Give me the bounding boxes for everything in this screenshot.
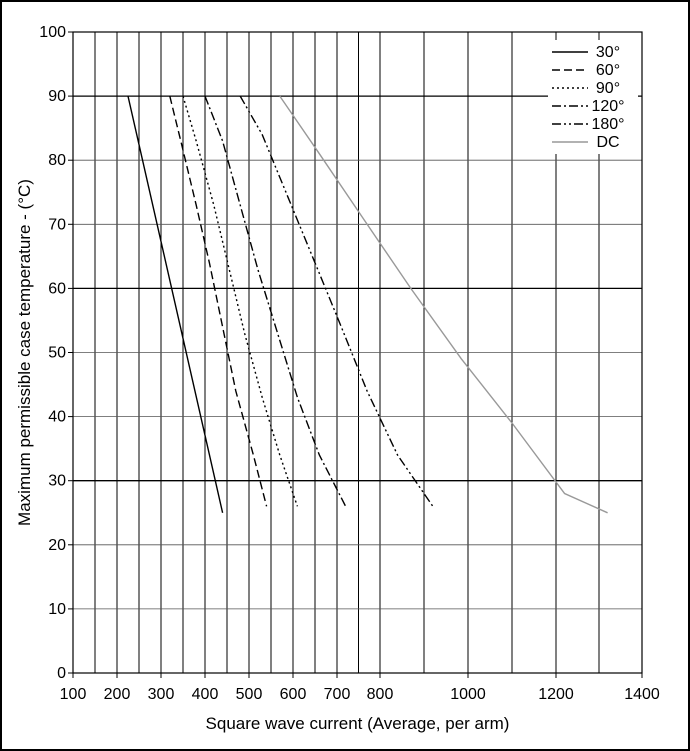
y-tick-label: 50 bbox=[48, 345, 66, 362]
y-tick-label: 40 bbox=[48, 409, 66, 426]
series-line-dc bbox=[279, 95, 608, 514]
y-tick-label: 10 bbox=[48, 601, 66, 618]
x-tick-label: 800 bbox=[367, 686, 394, 703]
x-axis-label: Square wave current (Average, per arm) bbox=[206, 714, 510, 733]
y-tick-label: 30 bbox=[48, 473, 66, 490]
legend-label: DC bbox=[596, 134, 619, 151]
legend-label: 120° bbox=[591, 98, 624, 115]
x-tick-label: 1200 bbox=[538, 686, 574, 703]
x-tick-label: 500 bbox=[236, 686, 263, 703]
x-tick-label: 400 bbox=[192, 686, 219, 703]
legend-label: 30° bbox=[596, 44, 620, 61]
y-tick-label: 60 bbox=[48, 280, 66, 297]
x-tick-label: 700 bbox=[324, 686, 351, 703]
series-line-30deg bbox=[127, 95, 224, 513]
legend-background bbox=[548, 40, 638, 154]
legend-label: 90° bbox=[596, 80, 620, 97]
series-lines bbox=[127, 95, 608, 514]
series-line-180deg bbox=[239, 95, 434, 507]
series-line-60deg bbox=[169, 95, 268, 507]
legend-label: 60° bbox=[596, 62, 620, 79]
x-tick-label: 1400 bbox=[624, 686, 660, 703]
y-tick-label: 70 bbox=[48, 216, 66, 233]
y-axis-label: Maximum permissible case temperature - (… bbox=[15, 179, 34, 526]
y-tick-label: 20 bbox=[48, 537, 66, 554]
x-tick-label: 300 bbox=[148, 686, 175, 703]
series-line-90deg bbox=[182, 95, 299, 507]
legend: 30°60°90°120°180°DC bbox=[548, 40, 638, 154]
x-tick-label: 1000 bbox=[450, 686, 486, 703]
y-tick-label: 90 bbox=[48, 88, 66, 105]
legend-label: 180° bbox=[591, 116, 624, 133]
x-tick-label: 200 bbox=[104, 686, 131, 703]
x-tick-label: 100 bbox=[60, 686, 87, 703]
y-tick-label: 80 bbox=[48, 152, 66, 169]
series-line-120deg bbox=[204, 95, 347, 507]
y-tick-label: 100 bbox=[39, 24, 66, 41]
x-tick-label: 600 bbox=[280, 686, 307, 703]
x-axis-ticks: 100 200 300 400 500 600 700 800 1000 1200 1400 bbox=[60, 673, 660, 703]
y-tick-label: 0 bbox=[57, 665, 66, 682]
y-axis-ticks: 0 10 20 30 40 50 60 70 80 90 100 bbox=[39, 24, 73, 682]
grid-lines bbox=[73, 32, 642, 673]
